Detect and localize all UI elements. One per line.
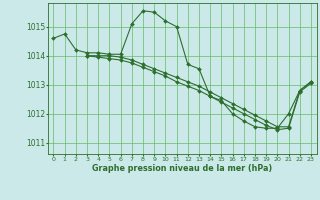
X-axis label: Graphe pression niveau de la mer (hPa): Graphe pression niveau de la mer (hPa): [92, 164, 272, 173]
